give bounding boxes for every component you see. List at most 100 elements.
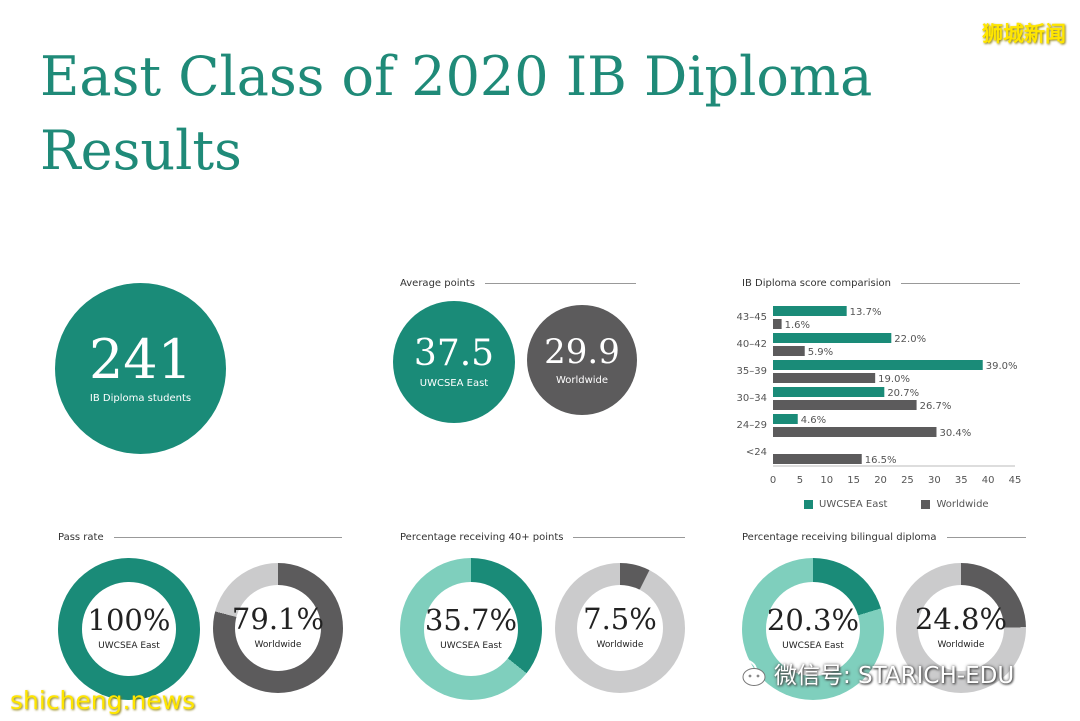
bar-worldwide [773,319,782,329]
bar-worldwide [773,427,937,437]
bar-east [773,387,885,397]
bilingual-east-value: 20.3% [766,603,860,638]
bilingual-east-donut: 20.3% UWCSEA East [742,558,884,700]
bar-value-label: 5.9% [808,347,833,358]
bilingual-worldwide-value: 24.8% [914,602,1008,637]
pass-rate-worldwide-donut: 79.1% Worldwide [213,563,343,693]
header-rule [484,283,636,284]
average-worldwide-value: 29.9 [544,331,620,372]
x-tick-label: 15 [847,475,860,486]
bar-value-label: 26.7% [920,401,952,412]
average-worldwide-bubble: 29.9 Worldwide [527,305,637,415]
legend-label-east: UWCSEA East [819,499,888,510]
forty-plus-east-value: 35.7% [424,603,518,638]
bar-value-label: 4.6% [801,415,826,426]
chart-legend: UWCSEA East Worldwide [804,499,989,510]
legend-swatch-east [804,500,813,509]
bar-worldwide [773,400,917,410]
score-comparison-chart: 43–45 13.7% 1.6% 40–42 22.0% 5.9% 35–39 39.0% 19… [737,306,1022,486]
x-tick-label: 45 [1009,475,1022,486]
forty-plus-header: Percentage receiving 40+ points [400,532,685,543]
average-east-bubble: 37.5 UWCSEA East [393,301,515,423]
bar-east [773,306,847,316]
bilingual-header: Percentage receiving bilingual diploma [742,532,1026,543]
x-tick-label: 10 [820,475,833,486]
pass-rate-header: Pass rate [58,532,342,543]
forty-plus-label: Percentage receiving 40+ points [400,532,564,543]
bar-value-label: 16.5% [865,455,897,466]
students-caption: IB Diploma students [89,393,192,404]
bar-east [773,414,798,424]
x-tick-label: 20 [874,475,887,486]
donut-center: 79.1% Worldwide [231,585,325,671]
legend-item-east: UWCSEA East [804,499,887,510]
bar-value-label: 19.0% [878,374,910,385]
category-label: <24 [746,447,767,458]
average-points-label: Average points [400,278,475,289]
wechat-id: 微信号: STARICH-EDU [774,663,1015,689]
x-tick-label: 0 [770,475,776,486]
pass-rate-east-caption: UWCSEA East [98,641,160,652]
bar-value-label: 13.7% [850,307,882,318]
chart-header: IB Diploma score comparision [742,278,1020,289]
x-tick-label: 30 [928,475,941,486]
chart-title: IB Diploma score comparision [742,278,891,289]
category-label: 40–42 [737,339,767,350]
legend-label-worldwide: Worldwide [936,499,989,510]
wechat-watermark: 微信号: STARICH-EDU [728,656,1014,690]
bar-value-label: 30.4% [939,428,971,439]
x-tick-label: 35 [955,475,968,486]
donut-center: 100% UWCSEA East [82,582,176,676]
donut-center: 35.7% UWCSEA East [424,582,518,676]
bar-worldwide [773,454,862,464]
forty-plus-worldwide-caption: Worldwide [596,640,644,651]
bar-worldwide [773,346,805,356]
bar-east [773,360,983,370]
category-label: 30–34 [737,393,767,404]
bar-east [773,333,892,343]
header-rule [113,537,342,538]
bar-value-label: 22.0% [894,334,926,345]
bilingual-label: Percentage receiving bilingual diploma [742,532,937,543]
donut-center: 20.3% UWCSEA East [766,582,860,676]
pass-rate-east-donut: 100% UWCSEA East [58,558,200,700]
pass-rate-label: Pass rate [58,532,104,543]
watermark-bottom: shicheng.news [10,686,196,715]
category-label: 24–29 [737,420,767,431]
average-east-caption: UWCSEA East [419,377,489,389]
students-count: 241 [88,328,193,391]
x-tick-label: 40 [982,475,995,486]
forty-plus-worldwide-value: 7.5% [583,602,657,637]
bar-value-label: 1.6% [785,320,810,331]
header-rule [946,537,1026,538]
wechat-icon [729,659,766,686]
bilingual-worldwide-donut: 24.8% Worldwide [896,563,1026,693]
bar-worldwide [773,373,876,383]
header-rule [900,283,1020,284]
forty-plus-east-donut: 35.7% UWCSEA East [400,558,542,700]
header-rule [573,537,685,538]
category-label: 43–45 [737,312,767,323]
x-tick-label: 25 [901,475,914,486]
legend-item-worldwide: Worldwide [921,499,989,510]
pass-rate-east-value: 100% [87,603,171,638]
page-title: East Class of 2020 IB Diploma Results [40,45,873,182]
forty-plus-east-caption: UWCSEA East [440,641,502,652]
watermark-top: 狮城新闻 [982,22,1066,46]
bilingual-worldwide-caption: Worldwide [937,640,985,651]
bar-value-label: 39.0% [986,361,1018,372]
average-east-value: 37.5 [413,332,495,374]
average-points-header: Average points [400,278,636,289]
x-tick-label: 5 [797,475,803,486]
donut-center: 24.8% Worldwide [914,585,1008,671]
category-label: 35–39 [737,366,767,377]
legend-swatch-worldwide [921,500,931,509]
average-worldwide-caption: Worldwide [555,374,609,386]
forty-plus-worldwide-donut: 7.5% Worldwide [555,563,685,693]
pass-rate-worldwide-caption: Worldwide [254,640,302,651]
bilingual-east-caption: UWCSEA East [782,641,844,652]
students-bubble: 241 IB Diploma students [55,283,226,454]
pass-rate-worldwide-value: 79.1% [231,602,325,637]
bar-value-label: 20.7% [887,388,919,399]
donut-center: 7.5% Worldwide [577,585,663,671]
